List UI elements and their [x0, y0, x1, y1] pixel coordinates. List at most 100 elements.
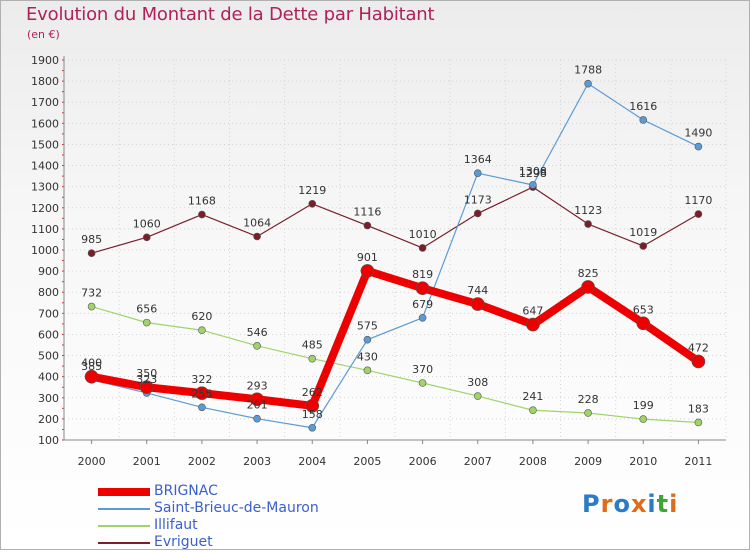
data-label: 653: [633, 303, 654, 316]
x-tick-label: 2007: [464, 455, 492, 468]
data-point: [308, 354, 317, 363]
data-point: [195, 386, 209, 400]
data-point: [363, 221, 372, 230]
data-label: 825: [578, 267, 599, 280]
data-point: [142, 318, 151, 327]
legend-label: Illifaut: [154, 517, 198, 533]
data-point: [639, 415, 648, 423]
series-line: [87, 266, 703, 410]
data-label: 546: [247, 326, 268, 339]
y-tick-label: 1800: [31, 75, 59, 88]
data-label: 385: [81, 360, 102, 373]
data-label: 1123: [574, 204, 602, 217]
data-point: [584, 409, 592, 417]
data-point: [253, 342, 261, 350]
y-tick-label: 500: [38, 350, 59, 363]
data-point: [636, 316, 651, 331]
data-label: 1219: [298, 184, 326, 197]
x-tick-label: 2006: [409, 455, 437, 468]
data-point: [584, 220, 592, 228]
data-label: 732: [81, 287, 102, 300]
y-tick-label: 900: [38, 265, 59, 278]
data-point: [305, 398, 320, 413]
data-point: [84, 369, 99, 384]
data-point: [470, 297, 485, 311]
data-label: 322: [191, 373, 212, 386]
axes: 100 200 300 400 500 600 700 800 900 1000 1100 1200 1…: [31, 54, 726, 468]
data-label: 647: [522, 305, 543, 318]
legend-label: Evriguet: [154, 534, 213, 550]
y-tick-label: 1100: [31, 223, 59, 236]
data-label: 1064: [243, 216, 271, 229]
data-label: 323: [136, 373, 157, 386]
data-point: [198, 210, 206, 219]
data-point: [253, 414, 261, 423]
series-evriguet: [87, 183, 703, 257]
series-layer: [84, 79, 706, 432]
data-label: 1170: [684, 194, 712, 207]
x-tick-label: 2009: [574, 455, 602, 468]
x-tick-label: 2008: [519, 455, 547, 468]
grid-lines: [63, 59, 727, 441]
data-point: [250, 392, 264, 407]
legend-swatch: [98, 508, 150, 510]
data-label: 183: [688, 402, 709, 415]
data-point: [253, 232, 261, 241]
x-tick-label: 2000: [78, 455, 106, 468]
y-tick-label: 200: [38, 413, 59, 426]
data-point: [694, 210, 703, 218]
data-label: 1060: [133, 217, 161, 230]
data-label: 1788: [574, 64, 602, 77]
data-point: [691, 354, 706, 369]
data-point: [415, 281, 430, 296]
data-labels: 985 1060 1168 1064 1219 1116 1010 1173 1298 1123 1…: [81, 64, 712, 421]
data-label: 158: [302, 408, 323, 421]
data-point: [87, 249, 96, 257]
data-label: 241: [522, 390, 543, 403]
y-tick-label: 1500: [31, 138, 59, 151]
proxiti-logo: Proxiti: [582, 490, 679, 518]
series-line: [90, 186, 700, 254]
data-label: 1308: [519, 165, 547, 178]
x-tick-label: 2002: [188, 455, 216, 468]
data-label: 199: [633, 399, 654, 412]
data-point: [639, 242, 648, 250]
data-label: 1173: [464, 193, 492, 206]
data-point: [473, 169, 482, 177]
legend-swatch: [98, 488, 150, 496]
data-label: 744: [467, 284, 488, 297]
data-label: 201: [247, 399, 268, 412]
data-label: 901: [357, 251, 378, 264]
data-point: [418, 379, 427, 387]
data-point: [139, 380, 154, 395]
data-label: 656: [136, 303, 157, 316]
y-tick-label: 1200: [31, 202, 59, 215]
series-illifaut: [87, 302, 703, 427]
series-line: [90, 305, 700, 424]
x-tick-label: 2011: [684, 455, 712, 468]
data-label: 985: [81, 233, 102, 246]
data-label: 430: [357, 350, 378, 363]
data-label: 228: [578, 393, 599, 406]
data-label: 1364: [464, 153, 492, 166]
data-label: 1116: [353, 206, 381, 219]
data-label: 1490: [684, 127, 712, 140]
data-label: 350: [136, 367, 157, 380]
data-label: 370: [412, 363, 433, 376]
y-tick-label: 1700: [31, 96, 59, 109]
y-tick-label: 1000: [31, 244, 59, 257]
x-tick-label: 2001: [133, 455, 161, 468]
data-label: 400: [81, 357, 102, 370]
y-tick-label: 800: [38, 286, 59, 299]
x-tick-label: 2004: [298, 455, 326, 468]
data-point: [308, 199, 317, 208]
x-tick-label: 2003: [243, 455, 271, 468]
data-point: [529, 181, 537, 189]
data-point: [418, 313, 427, 322]
data-label: 620: [191, 310, 212, 323]
data-label: 679: [412, 298, 433, 311]
data-label: 472: [688, 341, 709, 354]
data-label: 1298: [519, 167, 547, 180]
data-point: [584, 79, 592, 88]
